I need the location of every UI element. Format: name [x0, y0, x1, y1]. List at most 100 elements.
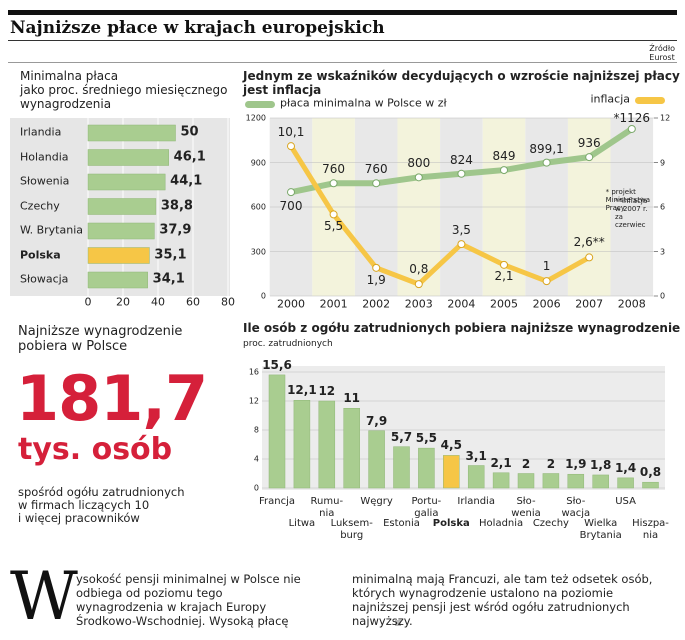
x-tick-label: 2007 — [575, 297, 604, 311]
category-label: Węgry — [360, 496, 393, 507]
category-label: Słowenia — [20, 174, 70, 188]
value-label: 37,9 — [159, 222, 192, 238]
value-label: 0,8 — [639, 465, 662, 480]
point — [372, 263, 381, 272]
x-tick-label: 2003 — [404, 297, 433, 311]
category-label: Irlandia — [20, 125, 62, 139]
category-label: Luksem- burg — [330, 518, 373, 541]
y2-tick-label: 9 — [660, 157, 666, 167]
value-label: *1126 — [613, 111, 651, 126]
top-rule — [8, 10, 677, 15]
value-label: 4,5 — [440, 438, 462, 453]
value-label: 5,7 — [390, 429, 413, 444]
bar — [87, 222, 155, 240]
value-label: 824 — [449, 152, 473, 167]
chart-title: Jednym ze wskaźników decydujących o wzro… — [243, 69, 680, 97]
bar — [617, 477, 634, 489]
value-label: 1,9 — [366, 272, 386, 287]
bar — [87, 271, 148, 289]
bar — [492, 472, 510, 489]
value-label: 12 — [318, 384, 336, 399]
bar — [567, 473, 585, 489]
highlight-text: spośród ogółu zatrudnionych w firmach li… — [18, 485, 185, 526]
value-label: 3,5 — [451, 223, 471, 238]
point — [457, 240, 466, 249]
point — [414, 280, 423, 289]
section-rule — [8, 62, 677, 63]
value-label: 1,8 — [590, 458, 612, 473]
chart-title: Ile osób z ogółu zatrudnionych pobiera n… — [243, 321, 681, 335]
x-tick-label: 2004 — [447, 297, 476, 311]
y2-tick-label: 12 — [660, 113, 671, 123]
value-label: 1 — [542, 259, 551, 274]
headline: Najniższe płace w krajach europejskich — [10, 18, 385, 38]
x-tick-label: 2000 — [277, 297, 305, 311]
point — [542, 158, 551, 167]
bar — [393, 446, 410, 489]
value-label: 12,1 — [287, 383, 317, 398]
bar — [542, 473, 560, 489]
point — [287, 188, 295, 197]
value-label: 800 — [407, 156, 431, 171]
x-tick-label: 2008 — [617, 297, 646, 311]
point — [627, 124, 636, 133]
category-label: Sło- wacja — [561, 496, 591, 519]
y-tick-label: 1200 — [245, 113, 266, 123]
value-label: 1,9 — [565, 457, 587, 472]
point — [585, 253, 594, 262]
bar — [443, 455, 460, 489]
point — [500, 166, 508, 175]
bar — [87, 124, 176, 142]
point — [542, 277, 551, 286]
category-label: W. Brytania — [20, 223, 84, 237]
category-label: Litwa — [288, 518, 316, 529]
bar — [87, 149, 169, 166]
note: **inflacja w 2007 r. za czerwiec — [615, 197, 648, 230]
y-tick-label: 4 — [253, 454, 259, 464]
value-label: 38,8 — [160, 198, 193, 214]
value-label: 2 — [521, 456, 531, 471]
y-tick-label: 0 — [253, 483, 259, 493]
value-label: 10,1 — [277, 125, 305, 140]
value-label: 849 — [492, 149, 516, 164]
category-label: Polska — [432, 518, 470, 529]
point — [414, 173, 423, 182]
value-label: 2,6** — [573, 235, 605, 250]
point — [500, 260, 508, 269]
bar — [368, 430, 385, 489]
x-tick-label: 40 — [151, 295, 165, 309]
bar — [467, 465, 485, 489]
bar — [318, 400, 336, 489]
highlight-number: 181,7 — [16, 362, 208, 435]
value-label: 2 — [546, 456, 556, 471]
series-line — [288, 143, 592, 287]
source: Źródło Eurost — [649, 44, 675, 63]
value-label: 34,1 — [152, 271, 185, 287]
x-tick-label: 20 — [116, 295, 130, 309]
point — [329, 210, 338, 219]
value-label: 15,6 — [262, 357, 292, 372]
point — [457, 169, 466, 178]
value-label: 2,1 — [490, 455, 512, 470]
category-label: Rumu- nia — [310, 496, 344, 519]
point — [585, 153, 594, 162]
value-label: 899,1 — [529, 141, 564, 156]
category-label: Czechy — [20, 199, 60, 213]
highlight-unit: tys. osób — [18, 432, 173, 467]
end-mark — [395, 620, 401, 626]
y-tick-label: 600 — [250, 202, 266, 212]
category-label: Irlandia — [457, 496, 495, 507]
x-tick-label: 2005 — [490, 297, 518, 311]
y2-tick-label: 6 — [660, 202, 666, 212]
point — [329, 179, 338, 188]
y-tick-label: 900 — [250, 157, 266, 167]
category-label: Słowacja — [20, 272, 69, 286]
y-tick-label: 12 — [248, 396, 259, 406]
article-column: ysokość pensji minimalnej w Polsce nie o… — [76, 572, 301, 628]
x-tick-label: 60 — [186, 295, 200, 309]
value-label: 3,1 — [465, 448, 487, 463]
category-label: USA — [615, 496, 636, 507]
highlight-intro: Najniższe wynagrodzenie pobiera w Polsce — [18, 324, 183, 354]
legend-swatch — [245, 101, 275, 108]
